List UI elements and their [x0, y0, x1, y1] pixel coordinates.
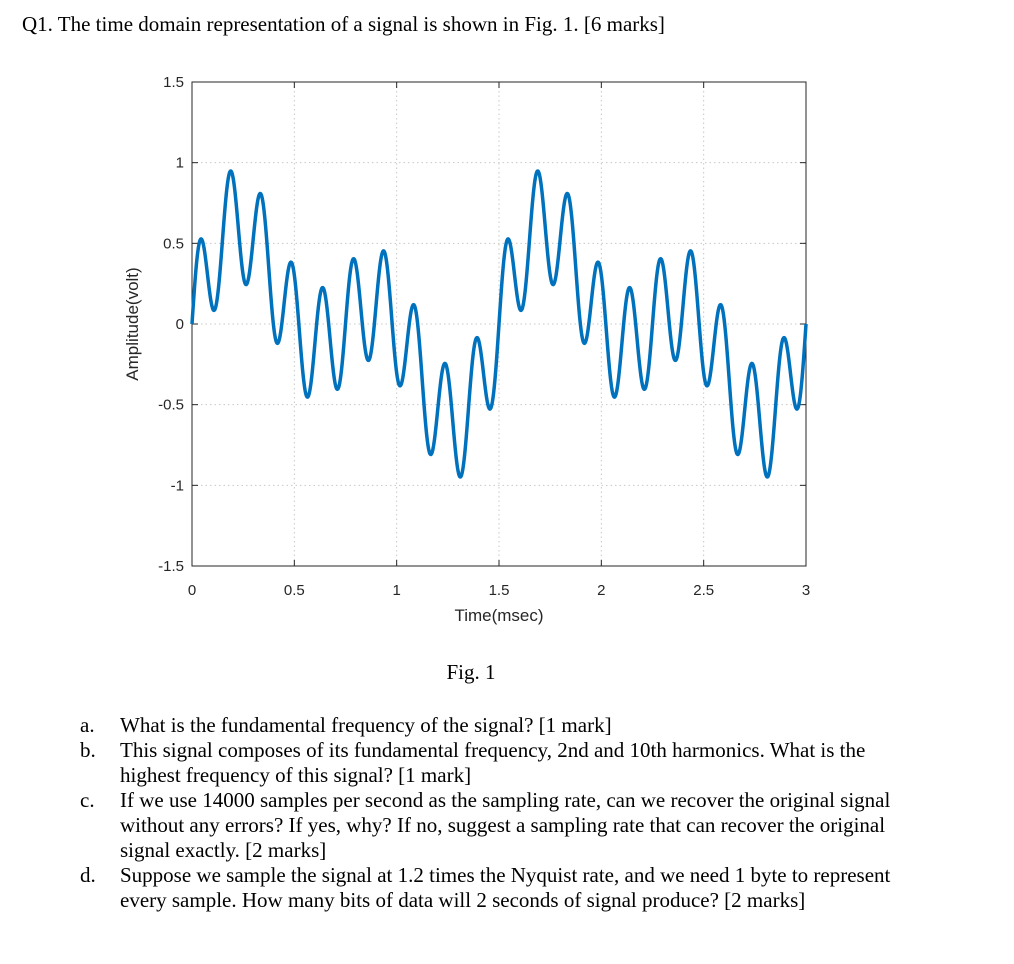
part-text-line: signal exactly. [2 marks]	[120, 838, 327, 862]
part-letter: c.	[80, 788, 95, 812]
part-text-line: If we use 14000 samples per second as th…	[120, 788, 891, 812]
x-tick-label: 3	[802, 582, 810, 599]
x-tick-label: 2.5	[693, 582, 714, 599]
y-tick-label: 1	[176, 155, 184, 172]
y-tick-label: 0	[176, 316, 184, 333]
part-text-line: without any errors? If yes, why? If no, …	[120, 813, 886, 837]
x-tick-label: 0.5	[284, 582, 305, 599]
signal-line	[190, 169, 808, 479]
figure-caption: Fig. 1	[446, 660, 496, 684]
part-letter: b.	[80, 738, 96, 762]
axis-ticks: 0 0.5 1 1.5 2 2.5 3 1.5 1 0.5 0 -0.5 -1 -1.5	[158, 74, 810, 599]
y-tick-label: 0.5	[163, 235, 184, 252]
x-tick-label: 1.5	[489, 582, 510, 599]
part-text-line: every sample. How many bits of data will…	[120, 888, 806, 912]
y-tick-label: -1.5	[158, 558, 184, 575]
question-title: Q1. The time domain representation of a …	[22, 12, 665, 36]
part-text-line: What is the fundamental frequency of the…	[120, 713, 612, 737]
x-tick-label: 2	[597, 582, 605, 599]
y-tick-label: -0.5	[158, 397, 184, 414]
part-letter: d.	[80, 863, 96, 887]
x-tick-label: 1	[392, 582, 400, 599]
part-letter: a.	[80, 713, 95, 737]
y-tick-label: -1	[171, 477, 184, 494]
x-axis-label: Time(msec)	[454, 606, 543, 625]
part-text-line: Suppose we sample the signal at 1.2 time…	[120, 863, 891, 887]
y-axis-label: Amplitude(volt)	[123, 267, 142, 380]
signal-plot: 0 0.5 1 1.5 2 2.5 3 1.5 1 0.5 0 -0.5 -1 -1.5 Time(mse…	[123, 74, 810, 625]
y-tick-label: 1.5	[163, 74, 184, 91]
part-text-line: This signal composes of its fundamental …	[120, 738, 866, 762]
x-tick-label: 0	[188, 582, 196, 599]
part-text-line: highest frequency of this signal? [1 mar…	[120, 763, 472, 787]
